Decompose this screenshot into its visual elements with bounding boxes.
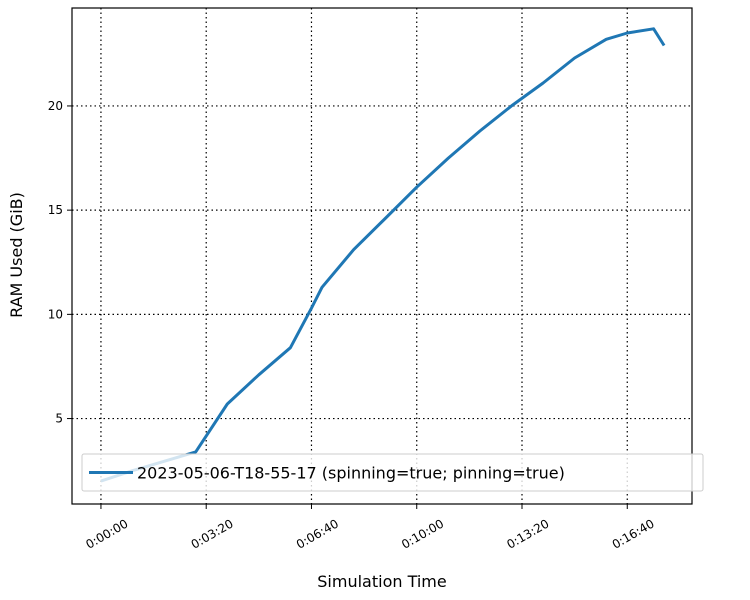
y-tick-label: 5 <box>55 412 63 426</box>
y-axis-label: RAM Used (GiB) <box>7 192 26 318</box>
legend-entry-label: 2023-05-06-T18-55-17 (spinning=true; pin… <box>137 464 565 483</box>
legend: 2023-05-06-T18-55-17 (spinning=true; pin… <box>81 453 704 492</box>
y-axis: 5 10 15 20 <box>48 99 72 426</box>
plot-frame <box>71 7 693 505</box>
legend-box <box>81 453 704 492</box>
y-tick-label: 15 <box>48 203 63 217</box>
series-line <box>100 27 666 483</box>
x-axis-label: Simulation Time <box>317 572 446 591</box>
grid <box>72 8 692 504</box>
y-tick-label: 10 <box>48 307 63 321</box>
series-layer <box>100 27 666 483</box>
y-tick-label: 20 <box>48 99 63 113</box>
